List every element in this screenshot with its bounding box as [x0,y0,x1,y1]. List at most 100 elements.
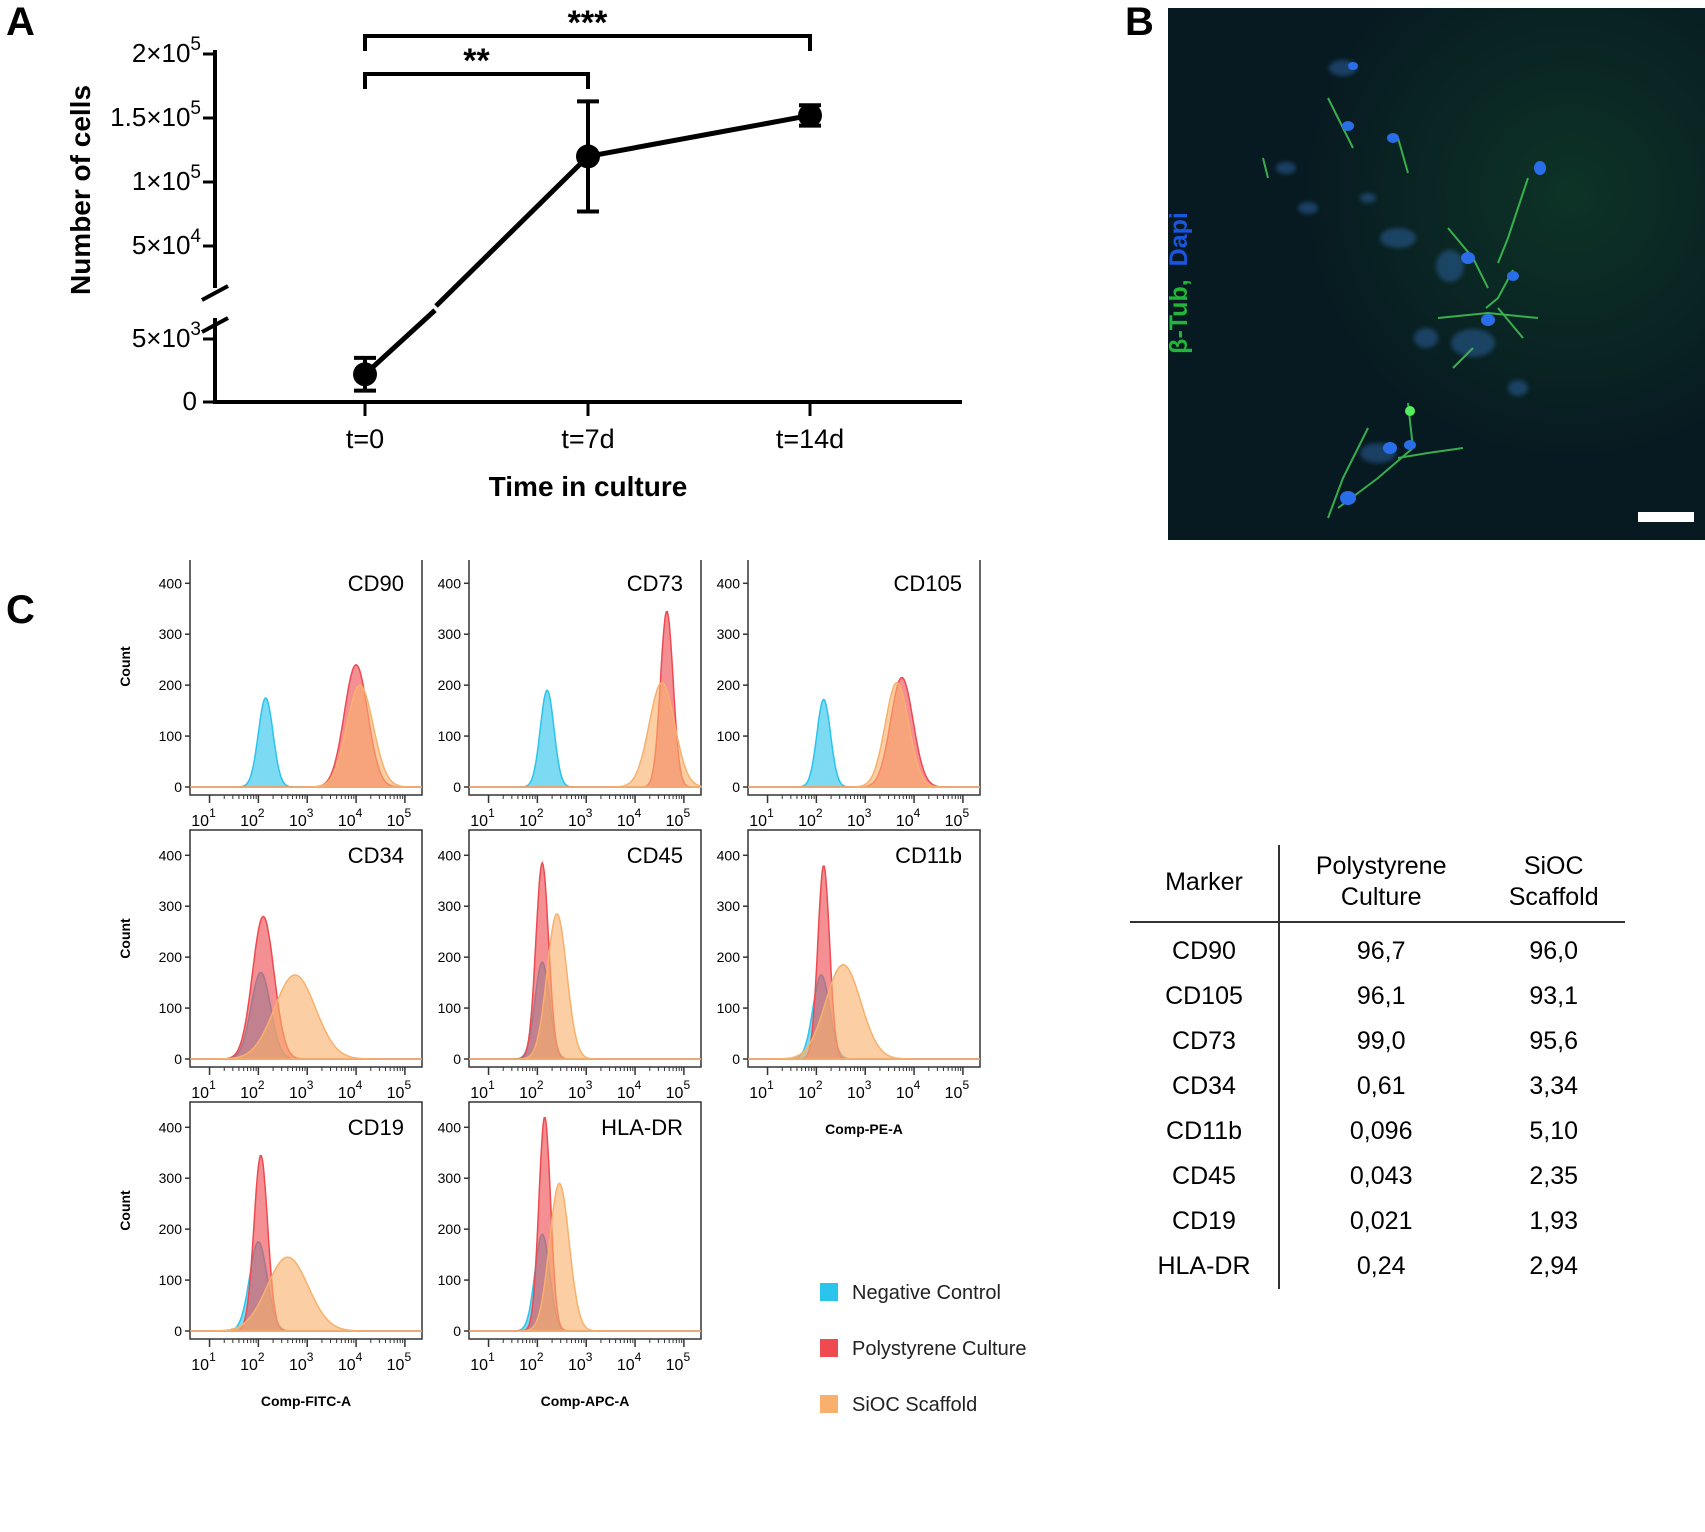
table-cell-polystyrene: 99,0 [1356,1027,1406,1055]
x-tick-label: 104 [338,1350,363,1374]
x-tick-label: 102 [798,806,823,830]
table-cell-marker: CD73 [1130,1019,1280,1064]
series-line-segment [434,154,590,308]
axes: 0 5×103 5×104 1×105 1.5×105 2×105 t=0 t=7d t=14d… [65,34,962,502]
x-tick-label: 105 [387,806,412,830]
y-tick-label: 5×104 [132,226,202,260]
data-point [353,362,377,387]
y-tick-label: 100 [438,728,462,744]
legend-label: Negative Control [852,1282,1001,1304]
histogram-curve [469,1182,701,1332]
legend-label: SiOC Scaffold [852,1394,977,1416]
x-tick-label: 104 [338,1078,363,1102]
y-axis-title: Count [117,918,133,959]
legend-item: SiOC Scaffold [820,1394,977,1416]
table-cell-marker: CD34 [1130,1064,1280,1109]
table-cell-sioc: 5,10 [1529,1117,1579,1145]
histogram-title: CD19 [348,1115,404,1140]
table-row: CD11b 0,096 5,10 [1130,1109,1625,1154]
histogram-curve [190,1256,422,1332]
y-tick-label: 400 [438,1119,462,1135]
table-cell-sioc: 2,35 [1529,1162,1579,1190]
histogram-cd73: 0 100 200 300 400 101 102 103 104 105 CD73 [438,560,703,830]
x-tick-label: 102 [240,1078,265,1102]
fluorescence-micrograph: β-Tub, Dapi [1168,8,1705,540]
y-tick-label: 200 [717,677,741,693]
y-tick-label: 0 [732,1051,740,1067]
histogram-hla-dr: 0 100 200 300 400 101 102 103 104 105 HLA-DR Comp-A… [438,1101,702,1409]
y-tick-label: 400 [717,847,741,863]
x-tick-label: 101 [191,1350,216,1374]
histogram-frame [189,560,423,796]
x-tick-label: 101 [470,1078,495,1102]
y-tick-label: 0 [183,386,197,416]
y-tick-label: 2×105 [132,34,201,68]
y-tick-label: 400 [438,575,462,591]
table-cell-marker: HLA-DR [1130,1244,1280,1289]
x-tick-label: 105 [666,806,691,830]
table-cell-marker: CD11b [1130,1109,1280,1154]
panel-b-label: B [1125,0,1154,44]
legend: Negative Control Polystyrene Culture SiOC … [820,1282,1027,1416]
table-cell-sioc: 3,34 [1529,1072,1579,1100]
x-tick-label: 105 [945,1078,970,1102]
table-cell-marker: CD19 [1130,1199,1280,1244]
y-tick-label: 1.5×105 [110,98,201,132]
cell-growth-chart: 0 5×103 5×104 1×105 1.5×105 2×105 t=0 t=7d t=14d… [65,4,962,502]
table-row: CD73 99,0 95,6 [1130,1019,1625,1064]
table-cell-marker: CD45 [1130,1154,1280,1199]
x-tick-label: 104 [617,806,642,830]
y-tick-label: 0 [174,1323,182,1339]
y-tick-label: 0 [453,1051,461,1067]
x-tick-label: t=0 [346,424,384,454]
x-tick-label: 101 [470,1350,495,1374]
x-tick-label: 102 [798,1078,823,1102]
legend-item: Polystyrene Culture [820,1338,1027,1360]
histogram-frame [468,1101,702,1340]
x-tick-label: t=14d [776,424,844,454]
y-tick-label: 100 [159,1272,183,1288]
x-tick-label: 104 [896,806,921,830]
histogram-cd105: 0 100 200 300 400 101 102 103 104 105 CD105 [717,560,981,830]
y-tick-label: 200 [438,1221,462,1237]
x-tick-label: 101 [749,1078,774,1102]
table-cell-polystyrene: 0,61 [1356,1072,1406,1100]
x-axis-title: Comp-APC-A [541,1393,630,1409]
y-tick-label: 400 [438,847,462,863]
histogram-cd19: 0 100 200 300 400 101 102 103 104 105 CD19 Count Com… [117,1101,423,1409]
histogram-curve [469,912,701,1060]
x-tick-label: 102 [519,1078,544,1102]
scale-bar [1638,512,1694,522]
y-tick-label: 0 [732,779,740,795]
x-tick-label: 105 [945,806,970,830]
y-tick-label: 5×103 [132,319,201,353]
micrograph-label-dapi: Dapi [1168,212,1193,266]
axis-break-mark [201,316,229,334]
histogram-title: CD45 [627,843,683,868]
table-header-sioc: SiOC Scaffold [1482,845,1625,923]
table-cell-marker: CD90 [1130,922,1280,974]
legend-swatch [820,1339,838,1357]
svg-text:β-Tub, Dapi: β-Tub, Dapi [1168,212,1193,354]
histogram-curve [748,964,980,1060]
y-tick-label: 200 [438,949,462,965]
flow-cytometry-panel: 0 100 200 300 400 101 102 103 104 105 CD90 Count 0 10… [117,560,1027,1416]
x-tick-label: 101 [470,806,495,830]
table-cell-polystyrene: 0,043 [1349,1162,1413,1190]
x-tick-label: 103 [568,806,593,830]
y-tick-label: 300 [159,1170,183,1186]
histogram-title: CD34 [348,843,404,868]
table-cell-polystyrene: 0,021 [1349,1207,1413,1235]
y-axis-title: Count [117,1190,133,1231]
legend-item: Negative Control [820,1282,1001,1304]
table-cell-polystyrene: 0,096 [1349,1117,1413,1145]
histogram-frame [468,829,702,1068]
y-tick-label: 400 [159,1119,183,1135]
x-tick-label: 101 [191,1078,216,1102]
axis-break-mark [201,284,229,302]
y-tick-label: 100 [159,1000,183,1016]
histogram-cd90: 0 100 200 300 400 101 102 103 104 105 CD90 Count [117,560,423,830]
y-tick-label: 400 [159,847,183,863]
table-header-marker: Marker [1130,845,1280,923]
x-tick-label: 104 [896,1078,921,1102]
